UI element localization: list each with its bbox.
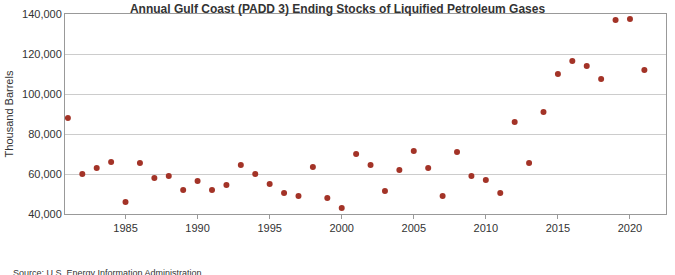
svg-text:2020: 2020 bbox=[618, 222, 642, 234]
svg-text:40,000: 40,000 bbox=[28, 208, 62, 220]
svg-text:Source: U.S. Energy Informatio: Source: U.S. Energy Information Administ… bbox=[13, 268, 202, 275]
svg-text:1985: 1985 bbox=[113, 222, 137, 234]
svg-text:1990: 1990 bbox=[185, 222, 209, 234]
svg-text:140,000: 140,000 bbox=[22, 8, 62, 20]
svg-text:2015: 2015 bbox=[546, 222, 570, 234]
svg-text:2005: 2005 bbox=[402, 222, 426, 234]
svg-text:1995: 1995 bbox=[257, 222, 281, 234]
svg-text:120,000: 120,000 bbox=[22, 48, 62, 60]
svg-text:Annual Gulf Coast (PADD 3) End: Annual Gulf Coast (PADD 3) Ending Stocks… bbox=[130, 2, 545, 16]
svg-text:100,000: 100,000 bbox=[22, 88, 62, 100]
svg-text:2000: 2000 bbox=[329, 222, 353, 234]
svg-text:60,000: 60,000 bbox=[28, 168, 62, 180]
svg-text:Thousand Barrels: Thousand Barrels bbox=[3, 70, 15, 157]
svg-text:2010: 2010 bbox=[474, 222, 498, 234]
svg-text:80,000: 80,000 bbox=[28, 128, 62, 140]
